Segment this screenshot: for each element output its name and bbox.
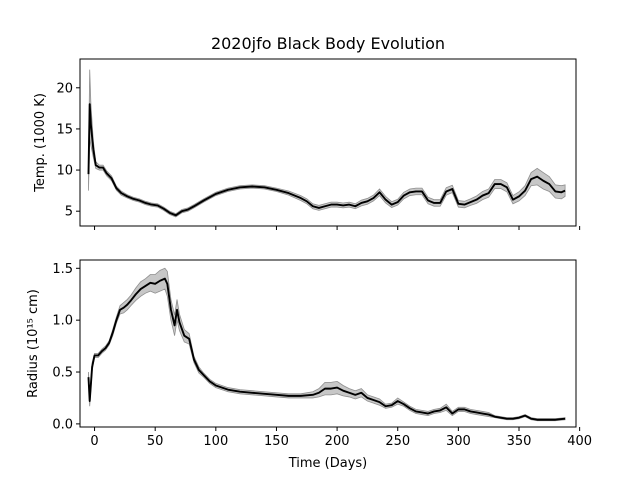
panels: 5 10 15 20 Temp. (1000 K) 0.0 0.5 1.0 1.5 0 50 100 1… [26, 58, 592, 449]
error-band-1-1 [88, 69, 566, 218]
y-axis-label-2: Radius (10¹⁵ cm) [26, 289, 41, 398]
x-tick-label: 400 [567, 434, 592, 449]
x-tick-label: 250 [385, 434, 410, 449]
x-tick-label: 200 [325, 434, 350, 449]
x-tick-label: 100 [203, 434, 228, 449]
y-tick-label-1: 20 [56, 81, 73, 96]
x-tick-label: 150 [264, 434, 289, 449]
panel-1: 5 10 15 20 Temp. (1000 K) [33, 58, 581, 230]
x-tick-label: 50 [147, 434, 164, 449]
series-line-1-1 [87, 103, 566, 217]
y-tick-label-2: 0.0 [52, 417, 73, 432]
axes-frame-1 [79, 58, 577, 227]
plot-area-2 [87, 267, 566, 422]
axes-frame-2 [79, 259, 577, 428]
y-tick-label-1: 10 [56, 164, 73, 179]
series-line-2-1 [87, 277, 566, 421]
y-tick-label-2: 0.5 [52, 366, 73, 381]
x-tick-label: 0 [90, 434, 98, 449]
x-tick-label: 300 [446, 434, 471, 449]
plot-area-1 [87, 69, 566, 218]
y-axis-label-1: Temp. (1000 K) [33, 93, 48, 193]
x-axis-label: Time (Days) [288, 456, 368, 471]
chart-title: 2020jfo Black Body Evolution [211, 34, 445, 53]
x-tick-label: 350 [507, 434, 532, 449]
y-tick-label-2: 1.5 [52, 262, 73, 277]
y-tick-label-1: 5 [65, 205, 73, 220]
y-tick-label-2: 1.0 [52, 314, 73, 329]
y-tick-label-1: 15 [56, 122, 73, 137]
error-band-2-1 [88, 267, 566, 422]
panel-2: 0.0 0.5 1.0 1.5 0 50 100 150 200 250 300 350 400 Radi… [26, 259, 592, 449]
